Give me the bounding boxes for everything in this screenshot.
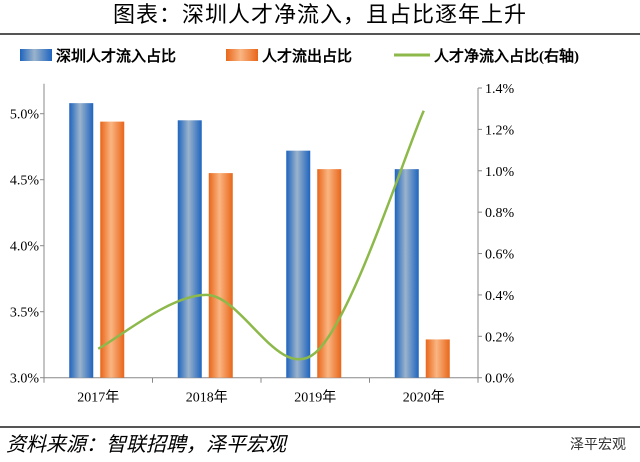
x-tick-label: 2018年 [186,390,228,406]
left-tick-label: 4.0% [10,240,40,255]
right-tick-label: 0.2% [485,330,515,345]
bar-inflow-2019年 [286,150,311,378]
left-tick-label: 3.0% [10,372,40,387]
left-tick-label: 5.0% [10,108,40,123]
x-tick-label: 2019年 [294,390,336,406]
legend-swatch-outflow [226,49,258,61]
chart: 3.0% 3.5% 4.0% 4.5% 5.0% 0.0% 0.2% 0.4% 0.6% 0.8%… [10,47,579,406]
left-tick-label: 3.5% [10,306,40,321]
bar-inflow-2018年 [177,120,202,378]
chart-title: 图表：深圳人才净流入，且占比逐年上升 [112,3,527,28]
x-tick-label: 2017年 [77,390,119,406]
legend-label-inflow: 深圳人才流入占比 [56,47,176,65]
legend-label-net: 人才净流入占比(右轴) [434,47,579,65]
right-tick-label: 1.2% [485,123,515,138]
right-tick-label: 1.4% [485,82,515,97]
bar-outflow-2020年 [425,339,450,378]
brand-watermark: 泽平宏观 [570,437,626,453]
divider [0,33,640,35]
divider [0,426,640,428]
bar-outflow-2018年 [208,173,233,378]
line-net-inflow [97,110,425,361]
bar-outflow-2019年 [317,169,342,378]
x-tick-label: 2020年 [403,390,445,406]
right-tick-label: 0.0% [485,372,515,387]
left-tick-label: 4.5% [10,174,40,189]
source-note: 资料来源：智联招聘，泽平宏观 [6,432,286,456]
right-tick-label: 0.4% [485,289,515,304]
legend-label-outflow: 人才流出占比 [262,47,352,65]
bar-inflow-2020年 [394,169,419,378]
right-tick-label: 1.0% [485,165,515,180]
bar-inflow-2017年 [69,103,94,378]
right-tick-label: 0.6% [485,248,515,263]
legend-swatch-inflow [20,49,52,61]
right-tick-label: 0.8% [485,206,515,221]
